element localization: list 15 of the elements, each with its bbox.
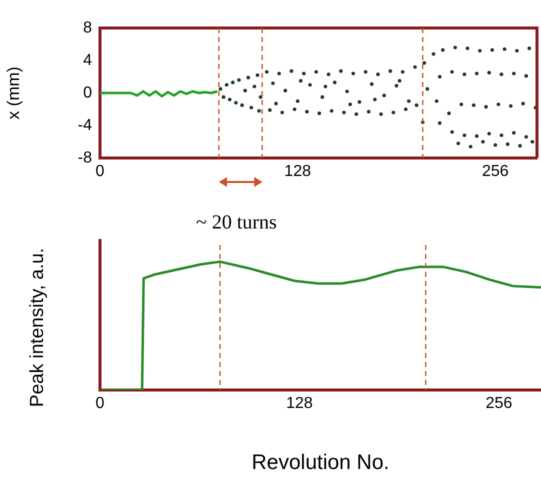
y-axis-title: x (mm) xyxy=(4,66,23,120)
y-tick-label: 4 xyxy=(83,52,92,69)
y-tick-label: 0 xyxy=(83,84,92,102)
x-tick-label: 0 xyxy=(96,163,105,180)
text: ~ 20 turns xyxy=(196,211,278,234)
x-tick-label: 256 xyxy=(482,163,509,180)
y-tick-label: 8 xyxy=(83,19,92,36)
x-tick-label: 0 xyxy=(96,395,105,412)
y-tick-label: -4 xyxy=(78,116,92,134)
x-tick-label: 256 xyxy=(486,395,512,412)
x-tick-label: 128 xyxy=(286,395,313,412)
y-tick-label: -8 xyxy=(78,149,92,166)
x-axis-title: Revolution No. xyxy=(252,451,390,474)
x-tick-label: 128 xyxy=(284,163,312,180)
y-axis-title: Peak intensity, a.u. xyxy=(27,248,48,408)
